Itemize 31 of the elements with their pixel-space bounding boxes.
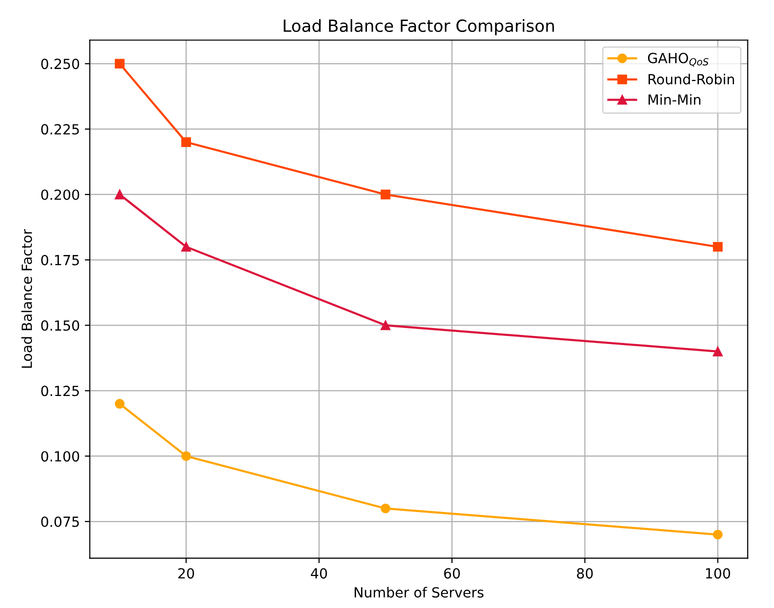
x-tick-label: 60 [444, 568, 460, 579]
legend-label: GAHO$_{QoS}$ [648, 52, 708, 67]
point [114, 58, 125, 69]
point [712, 242, 723, 252]
point [380, 504, 390, 514]
x-tick-label: 20 [178, 568, 194, 579]
x-axis-title: Number of Servers [354, 586, 484, 598]
point [114, 190, 125, 200]
point [181, 242, 192, 252]
y-axis-title: Load Balance Factor [21, 229, 32, 368]
point [712, 530, 723, 540]
point [181, 137, 192, 148]
x-tick-label: 40 [310, 568, 327, 579]
legend-label: Round-Robin [648, 74, 734, 84]
y-tick-label: 0.150 [41, 320, 80, 331]
point [380, 320, 390, 330]
y-tick-label: 0.100 [41, 451, 80, 462]
y-tick-label: 0.200 [41, 189, 80, 200]
point [114, 398, 125, 409]
point [712, 346, 723, 356]
x-tick-label: 100 [706, 568, 730, 579]
x-tick-label: 80 [576, 568, 593, 579]
y-tick-label: 0.175 [41, 254, 79, 266]
y-tick-label: 0.225 [41, 124, 79, 135]
point [181, 451, 192, 461]
y-tick-label: 0.250 [41, 58, 80, 70]
y-tick-label: 0.125 [41, 386, 79, 396]
y-tick-label: 0.075 [41, 516, 79, 527]
point [380, 190, 390, 200]
chart-title: Load Balance Factor Comparison [284, 19, 554, 36]
legend-label: Min-Min [648, 94, 700, 105]
